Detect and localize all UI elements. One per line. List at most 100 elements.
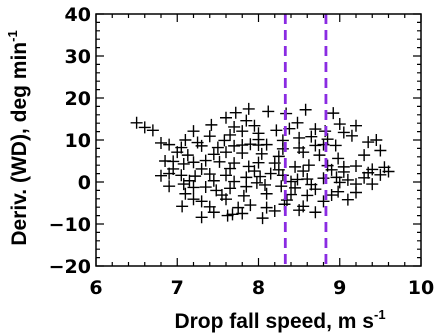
data-point-140 (237, 189, 250, 202)
data-point-77 (293, 204, 306, 217)
data-point-151 (256, 212, 269, 225)
data-point-109 (181, 149, 194, 162)
data-point-155 (350, 119, 362, 132)
x-tick-label: 7 (171, 277, 184, 299)
data-point-27 (268, 157, 281, 170)
data-point-94 (224, 128, 237, 141)
data-point-4 (163, 138, 176, 151)
data-point-69 (244, 199, 257, 212)
data-point-104 (321, 133, 334, 146)
data-point-58 (224, 182, 237, 195)
data-point-139 (215, 189, 228, 202)
data-point-126 (325, 163, 338, 176)
data-point-98 (305, 130, 318, 143)
data-point-59 (240, 180, 253, 193)
y-tick-label: 20 (65, 88, 91, 110)
data-point-3 (155, 136, 167, 149)
data-point-157 (228, 120, 241, 133)
data-point-56 (199, 181, 212, 194)
data-point-61 (275, 180, 288, 193)
data-point-123 (248, 165, 261, 178)
data-point-101 (218, 134, 231, 147)
data-point-148 (317, 195, 330, 208)
data-point-108 (171, 146, 184, 159)
data-point-113 (255, 147, 268, 160)
y-tick-label: −20 (49, 256, 91, 278)
data-point-32 (350, 160, 362, 173)
data-point-120 (167, 162, 180, 175)
data-point-93 (203, 130, 216, 143)
data-point-50 (341, 173, 354, 186)
data-point-121 (195, 162, 208, 175)
ticks (95, 13, 422, 267)
data-point-122 (224, 162, 237, 175)
y-tick-label: 30 (65, 46, 91, 68)
data-point-2 (146, 124, 159, 137)
data-point-44 (264, 167, 277, 180)
data-point-145 (187, 193, 200, 206)
reference-lines (283, 14, 328, 266)
data-point-115 (297, 146, 310, 159)
data-point-70 (260, 201, 273, 214)
y-tick-label: 40 (65, 4, 91, 26)
data-point-17 (329, 139, 342, 152)
y-tick-label: 0 (78, 172, 91, 194)
data-point-28 (289, 160, 302, 173)
data-point-103 (276, 134, 289, 147)
data-point-132 (228, 175, 241, 188)
data-point-141 (260, 187, 273, 200)
data-point-7 (211, 141, 224, 154)
data-point-125 (297, 165, 310, 178)
data-point-43 (254, 170, 267, 183)
y-tick-label: 10 (65, 130, 91, 152)
data-point-133 (250, 176, 263, 189)
data-point-131 (207, 174, 220, 187)
data-point-149 (341, 193, 354, 206)
y-tick-label: −10 (49, 214, 91, 236)
data-point-41 (220, 169, 232, 182)
data-point-85 (262, 105, 275, 118)
data-point-146 (232, 201, 245, 214)
data-point-78 (309, 206, 322, 219)
data-point-36 (155, 169, 167, 182)
data-point-22 (199, 154, 212, 167)
data-point-84 (248, 119, 261, 132)
data-point-55 (187, 181, 200, 194)
data-point-130 (183, 174, 196, 187)
data-point-38 (175, 169, 188, 182)
data-point-60 (259, 178, 271, 191)
y-axis-label: Deriv. (WD), deg min-1 (5, 30, 31, 245)
data-point-26 (252, 156, 265, 169)
data-point-129 (374, 168, 387, 181)
data-point-87 (291, 116, 304, 129)
data-point-102 (252, 133, 265, 146)
data-point-92 (187, 125, 200, 138)
data-point-128 (362, 166, 375, 179)
data-point-48 (317, 172, 330, 185)
data-point-90 (333, 118, 346, 131)
data-point-73 (301, 189, 314, 202)
data-point-0 (130, 116, 143, 129)
data-point-71 (268, 204, 281, 217)
data-point-40 (203, 168, 216, 181)
data-point-119 (374, 144, 387, 157)
x-tick-label: 10 (408, 277, 434, 299)
data-point-21 (187, 156, 200, 169)
data-point-49 (330, 171, 343, 184)
data-point-154 (327, 107, 340, 120)
data-point-110 (207, 148, 220, 161)
data-point-105 (345, 129, 358, 142)
data-point-106 (362, 136, 375, 149)
data-point-23 (213, 155, 226, 168)
data-point-136 (333, 176, 346, 189)
x-tick-label: 6 (89, 277, 102, 299)
data-point-15 (309, 139, 322, 152)
data-point-137 (366, 178, 379, 191)
data-point-124 (272, 163, 285, 176)
data-point-91 (337, 126, 350, 139)
data-point-20 (177, 157, 190, 170)
data-point-156 (205, 118, 218, 131)
data-point-64 (332, 185, 345, 198)
data-point-152 (242, 102, 255, 115)
